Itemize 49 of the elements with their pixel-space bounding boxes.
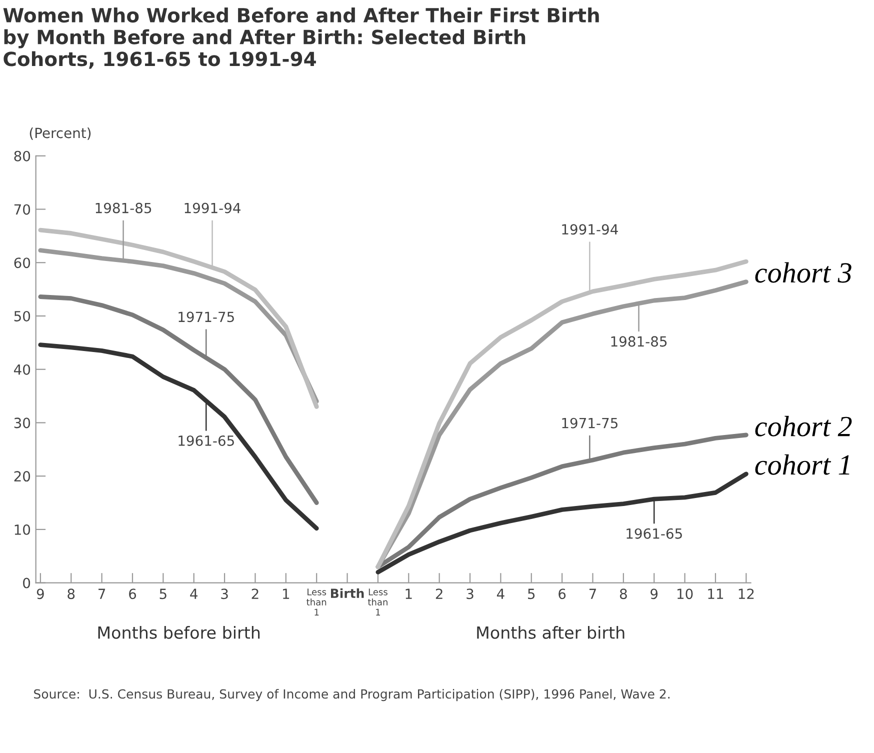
text: 1981-85 (96, 202, 152, 214)
series-label: 1971-75 (178, 312, 234, 322)
y-axis-title: (Percent) (30, 128, 91, 140)
x-tick-label: Less than 1 (368, 588, 388, 616)
text: Months after birth (477, 626, 624, 639)
x-tick-label: 7 (589, 588, 596, 599)
text: cohort 3 (755, 262, 852, 283)
x-tick-label: 12 (738, 588, 754, 599)
text: 1991-94 (562, 224, 618, 235)
x-tick-label: 2 (252, 588, 258, 599)
y-tick-label: 70 (14, 204, 30, 215)
x-tick-label: 3 (221, 588, 228, 600)
x-tick-label: 5 (160, 588, 166, 600)
y-tick-label: 40 (14, 364, 30, 375)
x-tick-label: 7 (98, 588, 106, 599)
x-tick-label: 11 (708, 588, 724, 599)
x-tick-label: 1 (283, 588, 290, 599)
x-tick-label: 8 (68, 588, 75, 600)
legend-label: 1981-85 (611, 336, 667, 347)
x-tick-label: 5 (528, 588, 535, 600)
x-tick-label: Less than 1 (306, 588, 326, 616)
x-tick-label: 9 (650, 588, 658, 600)
y-tick-label: 0 (23, 578, 30, 588)
source-note: Source: U.S. Census Bureau, Survey of Income and Program Participation (SIPP), 1996 Panel, Wave 2. (34, 688, 670, 702)
y-tick-label: 30 (14, 418, 30, 428)
text: 1971-75 (562, 418, 618, 428)
legend-label: 1961-65 (178, 435, 234, 446)
text: Months before birth (98, 626, 260, 639)
y-tick-label: 10 (14, 524, 30, 535)
x-tick-label: Birth (331, 588, 364, 598)
y-tick-label: 60 (14, 258, 30, 268)
chart-title: Women Who Worked Before and After Their First Birth by Month Before and After Birth: Selected Birth Cohorts, 1961-65 to 1991-94 (3, 8, 599, 69)
x-tick-label: 4 (496, 588, 504, 599)
x-tick-label: 10 (677, 588, 693, 600)
y-tick-label: 20 (14, 471, 30, 482)
text: cohort 1 (755, 454, 850, 475)
y-tick-label: 80 (14, 150, 30, 162)
text: cohort 2 (755, 416, 852, 436)
x-tick-label: 6 (129, 588, 136, 600)
x-tick-label: 4 (190, 588, 198, 599)
x-tick-label: 6 (558, 588, 566, 600)
x-tick-label: 1 (406, 588, 412, 599)
x-tick-label: 3 (466, 588, 474, 600)
x-tick-label: 9 (36, 588, 44, 600)
x-tick-label: 2 (436, 588, 442, 599)
x-tick-label: 8 (620, 588, 627, 600)
text: 1991-94 (184, 202, 240, 214)
text: 1961-65 (626, 528, 682, 539)
y-tick-label: 50 (14, 310, 30, 322)
